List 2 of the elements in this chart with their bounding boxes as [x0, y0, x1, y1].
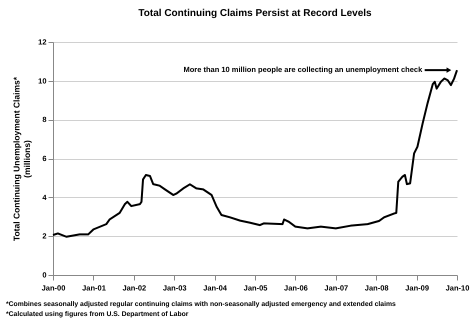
y-axis-title: Total Continuing Unemployment Claims* (millions): [12, 76, 32, 242]
chart-title: Total Continuing Claims Persist at Record Levels: [138, 8, 372, 19]
